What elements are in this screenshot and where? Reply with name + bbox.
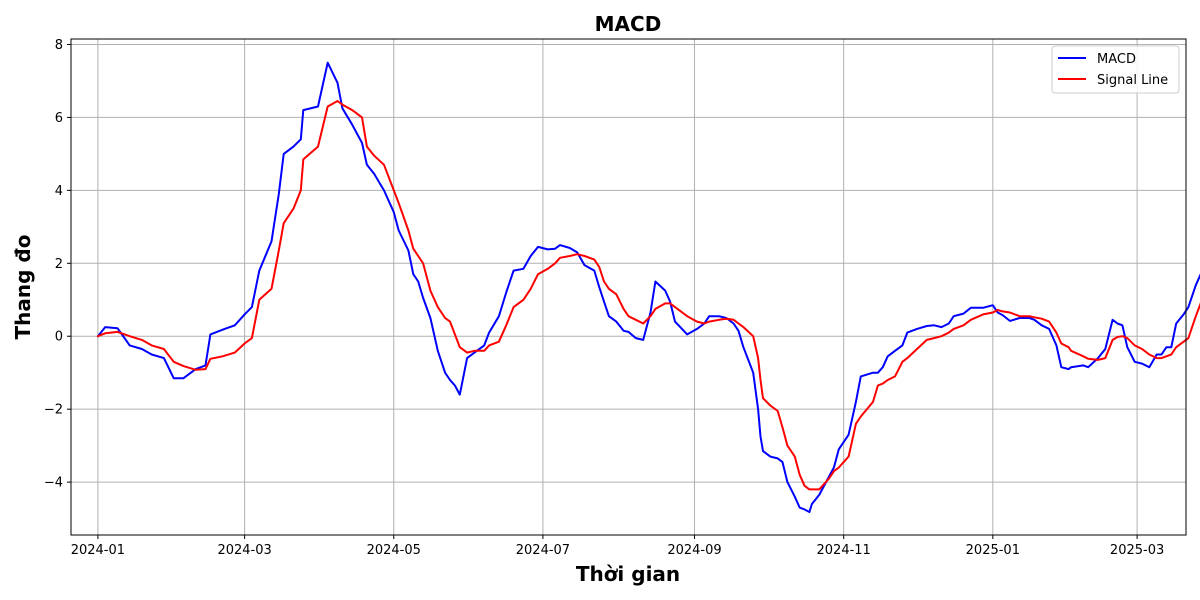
grid-lines <box>71 39 1186 535</box>
axis-ticks: −4 −2 0 2 4 6 8 2024-01 2024-03 2024-05 2024-07 202… <box>44 38 1164 558</box>
x-tick-label: 2024-11 <box>817 543 871 558</box>
legend-macd-label: MACD <box>1097 52 1136 67</box>
plot-frame <box>70 38 1187 536</box>
x-tick-label: 2024-01 <box>71 543 125 558</box>
signal-line-series <box>96 100 1200 491</box>
x-tick-label: 2024-03 <box>217 543 271 558</box>
macd-series <box>96 61 1200 513</box>
x-tick-label: 2024-09 <box>667 543 721 558</box>
x-tick-label: 2025-03 <box>1110 543 1164 558</box>
series-lines <box>96 61 1200 513</box>
y-tick-label: 0 <box>55 330 63 345</box>
x-axis-label: Thời gian <box>576 562 680 586</box>
legend: MACD Signal Line <box>1051 45 1180 94</box>
x-tick-label: 2025-01 <box>966 543 1020 558</box>
y-tick-label: 8 <box>55 38 63 53</box>
y-tick-label: 2 <box>55 257 63 272</box>
chart-title: MACD <box>595 12 662 36</box>
y-tick-label: −2 <box>44 403 63 418</box>
y-tick-label: −4 <box>44 476 63 491</box>
x-tick-label: 2024-05 <box>367 543 421 558</box>
y-axis-label: Thang đo <box>11 235 35 340</box>
x-tick-label: 2024-07 <box>516 543 570 558</box>
y-tick-label: 4 <box>55 184 63 199</box>
y-tick-label: 6 <box>55 111 63 126</box>
legend-signal-label: Signal Line <box>1097 73 1168 88</box>
